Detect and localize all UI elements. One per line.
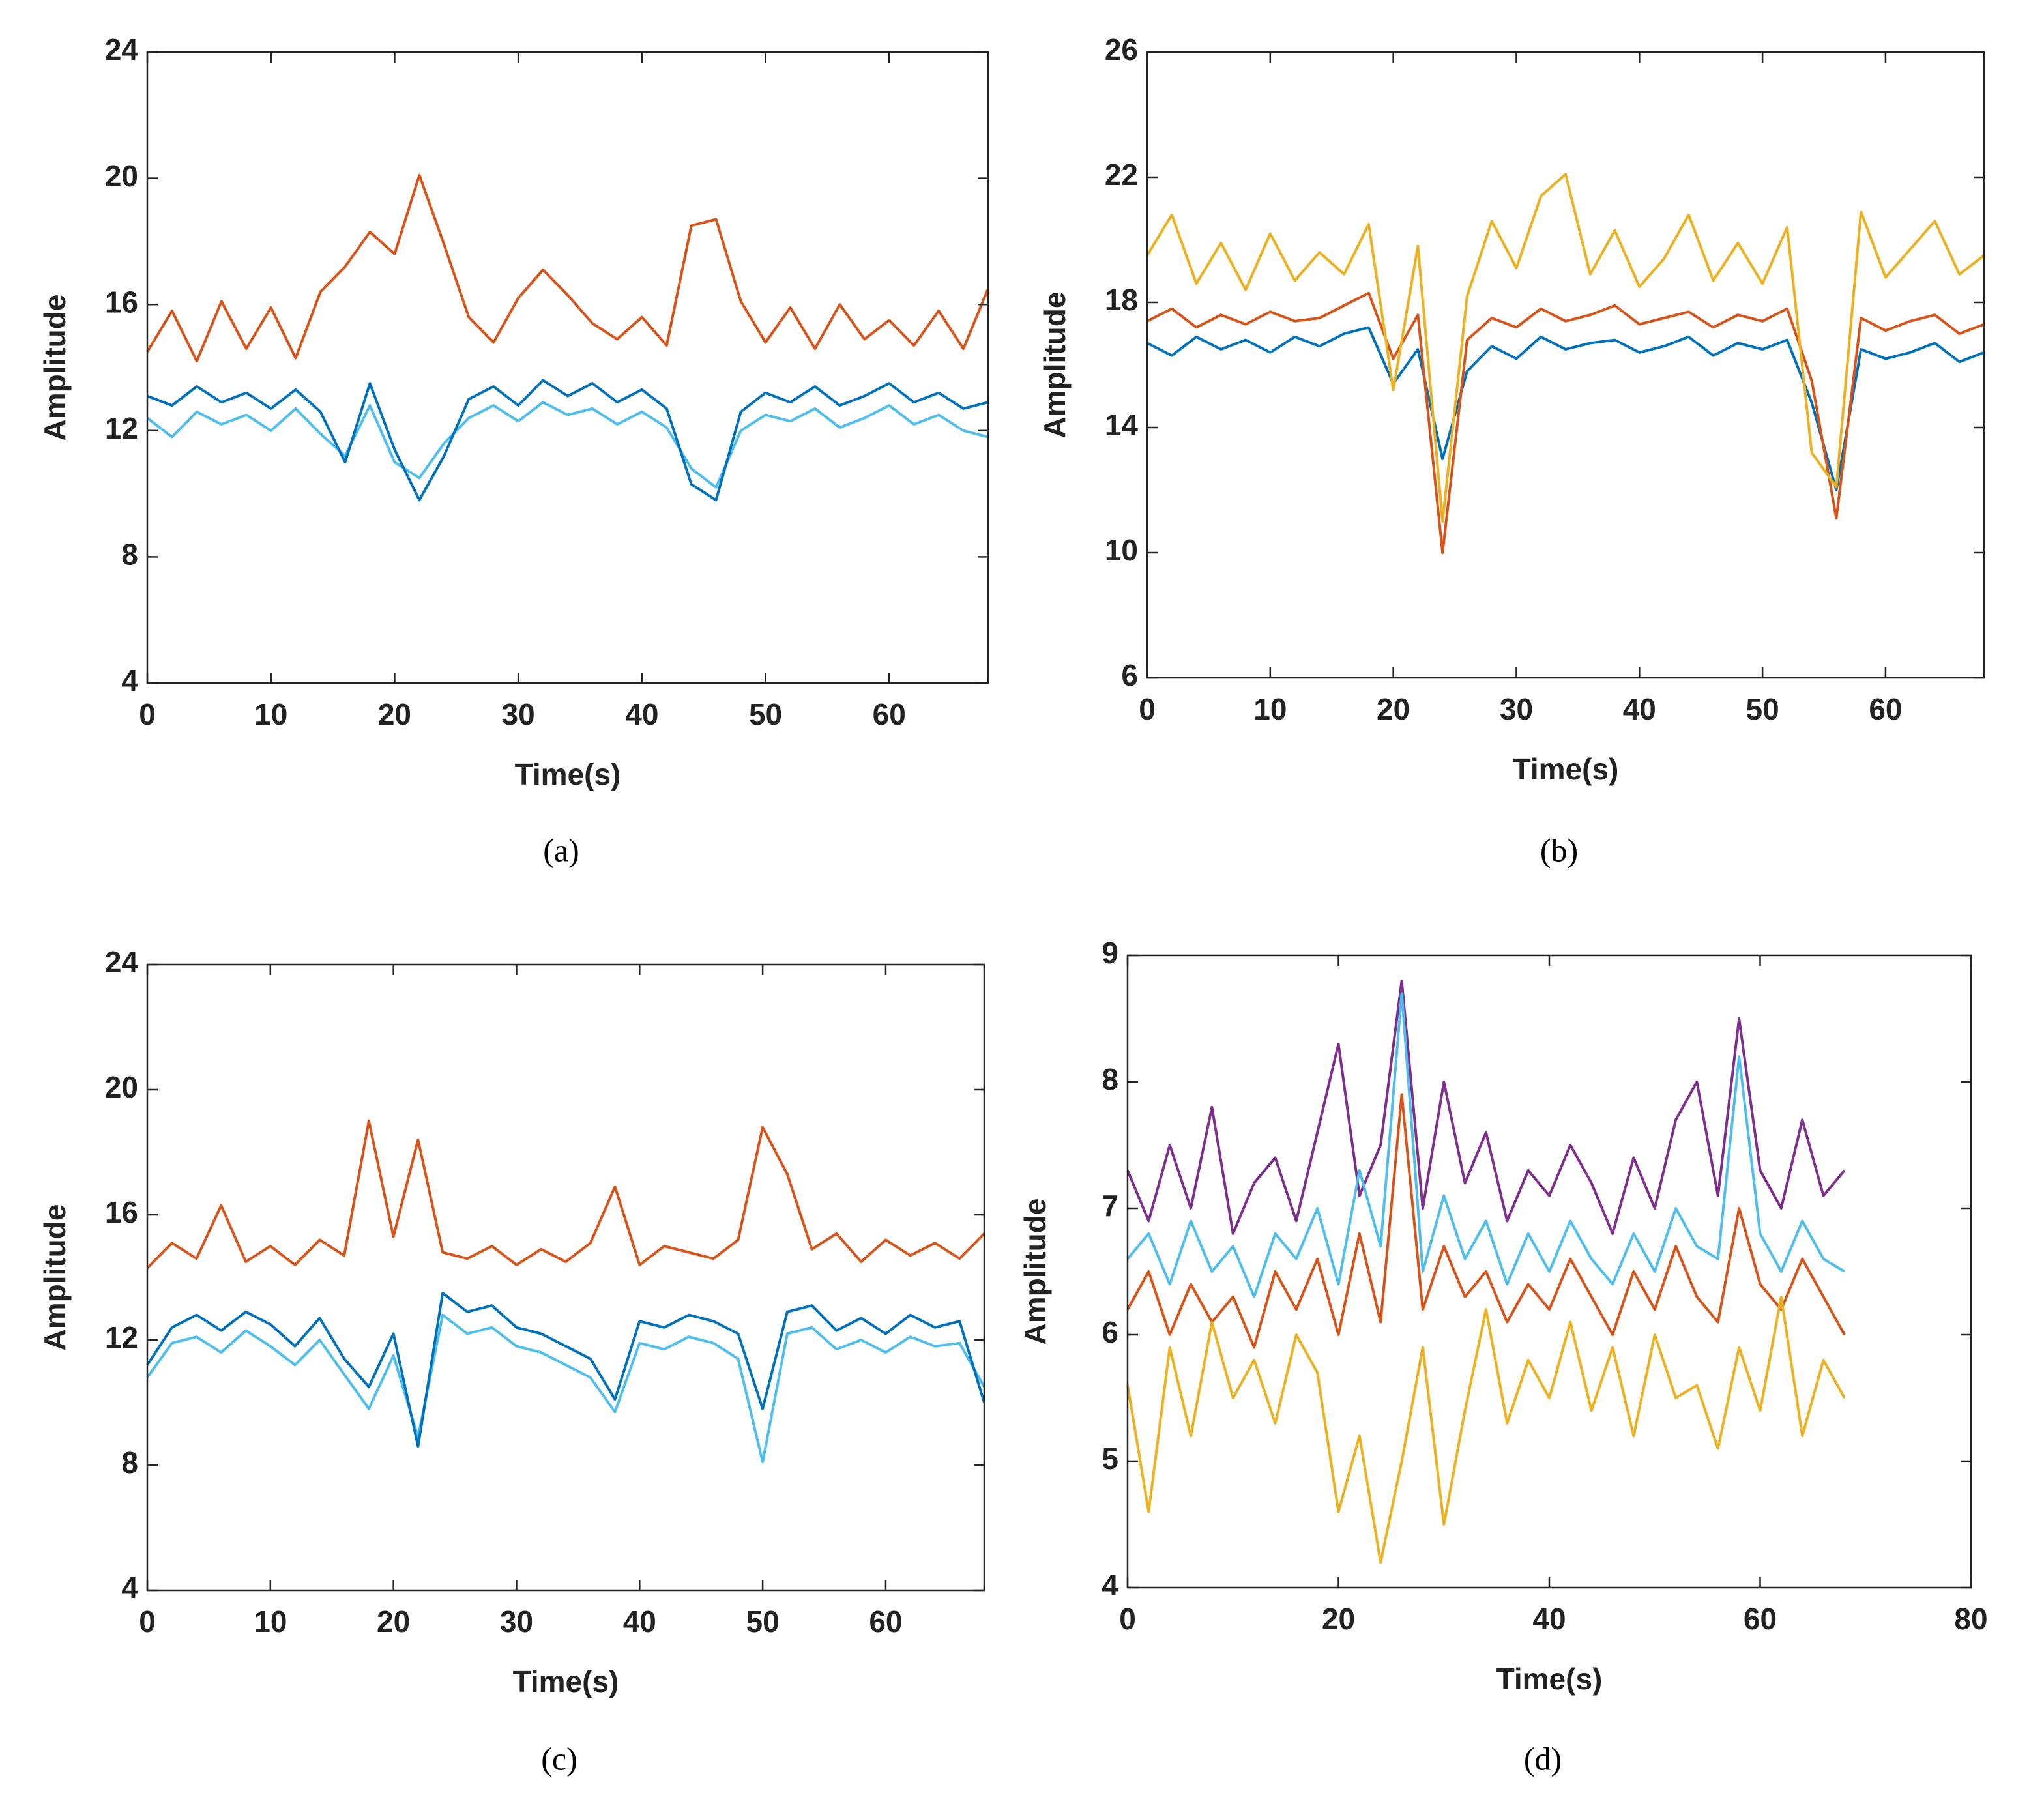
x-tick-label: 30 bbox=[500, 1605, 533, 1638]
x-tick-label: 60 bbox=[873, 697, 906, 731]
plot-frame bbox=[146, 51, 989, 684]
x-tick-label: 30 bbox=[502, 697, 535, 731]
panel-label: (c) bbox=[541, 1740, 577, 1777]
x-tick-label: 20 bbox=[377, 1605, 410, 1638]
x-tick-label: 10 bbox=[1253, 692, 1287, 726]
x-tick-label: 80 bbox=[1954, 1602, 1987, 1636]
y-axis-label: Amplitude bbox=[38, 295, 72, 441]
y-tick-label: 4 bbox=[121, 663, 138, 697]
x-tick-label: 0 bbox=[139, 1605, 156, 1638]
y-axis-label: Amplitude bbox=[1018, 1199, 1052, 1345]
y-tick-label: 22 bbox=[1105, 158, 1138, 192]
x-tick-label: 40 bbox=[1532, 1602, 1566, 1636]
y-tick-label: 24 bbox=[105, 33, 139, 66]
x-tick-label: 10 bbox=[254, 697, 287, 731]
x-tick-label: 60 bbox=[1744, 1602, 1777, 1636]
x-tick-label: 40 bbox=[1623, 692, 1656, 726]
x-axis-label: Time(s) bbox=[513, 1665, 619, 1698]
y-tick-label: 7 bbox=[1102, 1189, 1118, 1223]
y-tick-label: 12 bbox=[105, 411, 138, 445]
series-line bbox=[1146, 173, 1985, 523]
y-tick-label: 9 bbox=[1102, 936, 1118, 970]
x-tick-label: 10 bbox=[254, 1605, 287, 1638]
y-tick-label: 18 bbox=[1105, 283, 1138, 317]
series-line bbox=[146, 1313, 986, 1464]
y-tick-label: 5 bbox=[1102, 1442, 1118, 1476]
x-tick-label: 50 bbox=[746, 1605, 780, 1638]
series-line bbox=[146, 401, 989, 489]
x-tick-label: 0 bbox=[1119, 1602, 1136, 1636]
plot-frame bbox=[1146, 51, 1985, 679]
x-tick-label: 20 bbox=[378, 697, 411, 731]
y-tick-label: 20 bbox=[105, 159, 138, 193]
x-tick-label: 0 bbox=[139, 697, 156, 731]
panel-label: (b) bbox=[1540, 832, 1578, 868]
x-axis-label: Time(s) bbox=[515, 757, 621, 791]
x-tick-label: 30 bbox=[1500, 692, 1533, 726]
y-tick-label: 10 bbox=[1105, 533, 1138, 567]
y-tick-label: 4 bbox=[1102, 1568, 1118, 1602]
x-tick-label: 50 bbox=[749, 697, 782, 731]
x-tick-label: 0 bbox=[1139, 692, 1156, 726]
plot-area bbox=[147, 52, 988, 683]
y-tick-label: 16 bbox=[105, 285, 138, 319]
plot-area bbox=[1147, 52, 1984, 678]
x-tick-label: 40 bbox=[623, 1605, 656, 1638]
series-line bbox=[146, 1292, 986, 1448]
x-tick-label: 60 bbox=[1869, 692, 1902, 726]
series-line bbox=[146, 1120, 986, 1270]
y-tick-label: 16 bbox=[105, 1195, 138, 1229]
series-line bbox=[1126, 1093, 1846, 1349]
series-line bbox=[1126, 1295, 1846, 1564]
y-tick-label: 8 bbox=[121, 1446, 138, 1479]
y-tick-label: 24 bbox=[105, 945, 139, 979]
y-tick-label: 20 bbox=[105, 1070, 138, 1104]
y-tick-label: 26 bbox=[1105, 33, 1138, 66]
series-line bbox=[1126, 992, 1845, 1298]
panel-label: (d) bbox=[1524, 1740, 1562, 1777]
plot-frame bbox=[146, 963, 986, 1592]
y-tick-label: 12 bbox=[105, 1320, 138, 1354]
x-tick-label: 40 bbox=[625, 697, 658, 731]
y-tick-label: 6 bbox=[1121, 658, 1138, 692]
series-line bbox=[1126, 979, 1846, 1235]
y-tick-label: 14 bbox=[1105, 408, 1139, 442]
series-line bbox=[146, 173, 989, 363]
y-tick-label: 4 bbox=[121, 1571, 138, 1605]
x-tick-label: 20 bbox=[1322, 1602, 1355, 1636]
series-line bbox=[1146, 291, 1985, 554]
x-tick-label: 20 bbox=[1377, 692, 1410, 726]
panel-label: (a) bbox=[543, 832, 579, 868]
y-axis-label: Amplitude bbox=[1038, 292, 1072, 439]
y-tick-label: 6 bbox=[1102, 1315, 1118, 1349]
x-tick-label: 50 bbox=[1746, 692, 1779, 726]
y-tick-label: 8 bbox=[1102, 1062, 1118, 1096]
y-axis-label: Amplitude bbox=[38, 1204, 72, 1351]
plot-area bbox=[147, 965, 984, 1590]
x-axis-label: Time(s) bbox=[1513, 752, 1619, 786]
series-line bbox=[147, 379, 989, 502]
x-tick-label: 60 bbox=[869, 1605, 902, 1638]
x-axis-label: Time(s) bbox=[1496, 1662, 1603, 1696]
y-tick-label: 8 bbox=[121, 538, 138, 572]
